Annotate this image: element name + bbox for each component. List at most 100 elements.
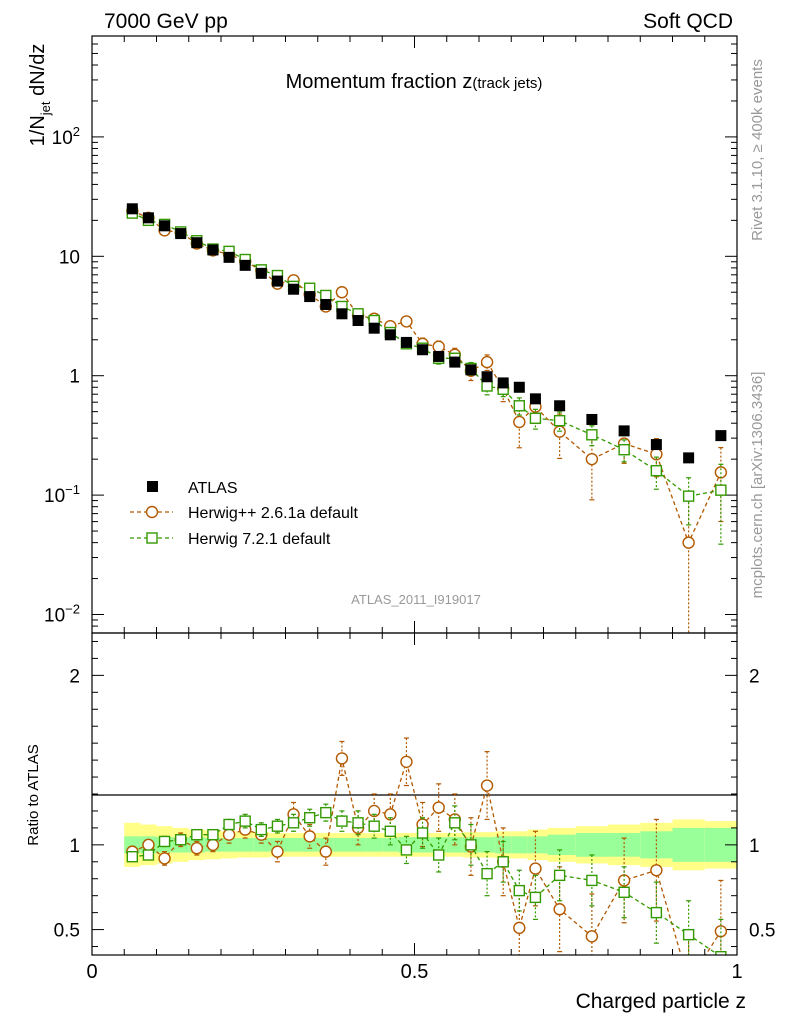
y-tick-exp: −1 [65, 482, 80, 497]
herwigpp-ratio-point [650, 864, 663, 877]
herwig7-ratio-point [481, 867, 493, 880]
herwig7-point [553, 414, 566, 427]
y-tick-label-ratio-left: 1 [69, 836, 80, 857]
herwigpp-ratio-point [158, 852, 171, 865]
atlas-point [207, 244, 219, 256]
y-tick-label-main: 102 [52, 124, 80, 149]
y-tick-label-main: 10 [59, 247, 80, 268]
herwig7-point [586, 429, 598, 441]
mcplots-label: mcplots.cern.ch [arXiv:1306.3436] [749, 372, 766, 599]
herwigpp-ratio-point [335, 752, 349, 765]
herwigpp-point [335, 286, 349, 299]
herwig7-ratio-point [497, 856, 509, 868]
ratio-stat-band [237, 838, 254, 852]
atlas-point [142, 212, 154, 224]
legend-herwig7-label: Herwig 7.2.1 default [188, 531, 331, 548]
atlas-point [336, 308, 348, 320]
ratio-stat-band [253, 838, 270, 852]
herwig7-ratio-point [191, 828, 203, 841]
y-tick-base: 1 [69, 367, 80, 388]
y-tick-exp: −2 [65, 602, 80, 617]
herwig7-ratio-point [239, 815, 251, 827]
legend-herwig7-marker [146, 532, 158, 544]
legend-herwigpp-marker [145, 505, 159, 519]
y-tick-label-ratio-left: 0.5 [54, 921, 80, 942]
herwig7-point [682, 490, 695, 502]
x-tick-label: 1 [731, 961, 742, 983]
herwigpp-ratio-point [384, 808, 397, 821]
y-tick-label-ratio-left: 2 [69, 666, 80, 687]
ratio-stat-band [221, 838, 238, 852]
ratio-stat-band [333, 838, 350, 852]
atlas-point [554, 400, 566, 412]
y-tick-base: 10 [59, 247, 80, 268]
atlas-point [400, 336, 412, 348]
y-tick-base: 10 [52, 128, 73, 149]
atlas-point [159, 220, 171, 232]
ratio-stat-band [547, 834, 576, 856]
herwigpp-ratio-point [367, 804, 381, 818]
herwig7-point [715, 484, 727, 496]
y-tick-label-main: 10−1 [44, 482, 80, 507]
x-axis-label: Charged particle z [576, 990, 746, 1013]
y-tick-base: 10 [44, 606, 65, 627]
herwig7-ratio-point [384, 825, 397, 837]
y-axis-label-ratio: Ratio to ATLAS [25, 744, 42, 845]
atlas-point [683, 452, 695, 464]
ratio-data-marks [126, 737, 728, 955]
herwig7-point [320, 289, 332, 302]
y-tick-label-ratio-right: 2 [749, 666, 760, 687]
atlas-point [223, 251, 235, 263]
herwig7-point [618, 444, 630, 456]
ratio-stat-band [366, 838, 383, 852]
atlas-point [255, 267, 267, 279]
y-axis-label-main: 1/Njet dN/dz [27, 44, 53, 147]
herwig7-ratio-point [320, 806, 332, 819]
herwigpp-ratio-point [319, 845, 333, 858]
herwigpp-point [432, 340, 445, 353]
atlas-point [239, 259, 251, 271]
herwig7-ratio-point [142, 849, 155, 861]
herwig7-ratio-point [223, 818, 235, 831]
chart-title: Momentum fraction z(track jets) [286, 71, 543, 93]
herwigpp-ratio-point [480, 779, 494, 792]
x-tick-label: 0 [86, 961, 97, 983]
atlas-point [384, 329, 396, 341]
ratio-stat-band [414, 837, 431, 853]
ratio-stat-band [527, 836, 548, 854]
herwig7-ratio-point [336, 815, 348, 827]
herwig7-ratio-point [303, 812, 316, 824]
herwigpp-ratio-point [529, 862, 542, 875]
y-tick-label-ratio-right: 1 [749, 836, 760, 857]
herwigpp-ratio-point [190, 842, 204, 855]
rivet-label: Rivet 3.1.10, ≥ 400k events [749, 59, 766, 241]
herwig7-point [650, 465, 663, 477]
herwigpp-point [682, 536, 695, 549]
herwigpp-ratio-point [400, 755, 413, 768]
ratio-stat-band [672, 827, 705, 862]
herwig7-ratio-point [207, 828, 219, 841]
atlas-point [586, 413, 598, 425]
ratio-stat-band [430, 837, 447, 853]
herwig7-ratio-point [650, 906, 663, 919]
legend-atlas-label: ATLAS [188, 480, 238, 497]
chart-title-sub: (track jets) [472, 75, 542, 92]
herwig7-ratio-point [715, 950, 727, 955]
y-tick-base: 10 [44, 486, 65, 507]
herwig7-ratio-point [287, 817, 300, 829]
atlas-point [513, 381, 525, 393]
herwig7-ratio-point [529, 891, 542, 904]
y-tick-exp: 2 [73, 124, 80, 139]
herwigpp-point [513, 415, 526, 429]
herwig7-ratio-point [158, 835, 171, 848]
herwig7-ratio-point [126, 851, 139, 863]
legend: ATLAS Herwig++ 2.6.1a default Herwig 7.2… [130, 480, 358, 548]
herwigpp-ratio-point [206, 838, 220, 852]
herwig7-point [481, 380, 493, 392]
ratio-stat-band [285, 838, 302, 852]
herwig7-ratio-point [682, 928, 695, 941]
header-right: Soft QCD [643, 10, 733, 33]
legend-herwigpp-label: Herwig++ 2.6.1a default [188, 505, 358, 522]
atlas-point [320, 298, 332, 310]
ratio-panel-frame [91, 632, 738, 956]
